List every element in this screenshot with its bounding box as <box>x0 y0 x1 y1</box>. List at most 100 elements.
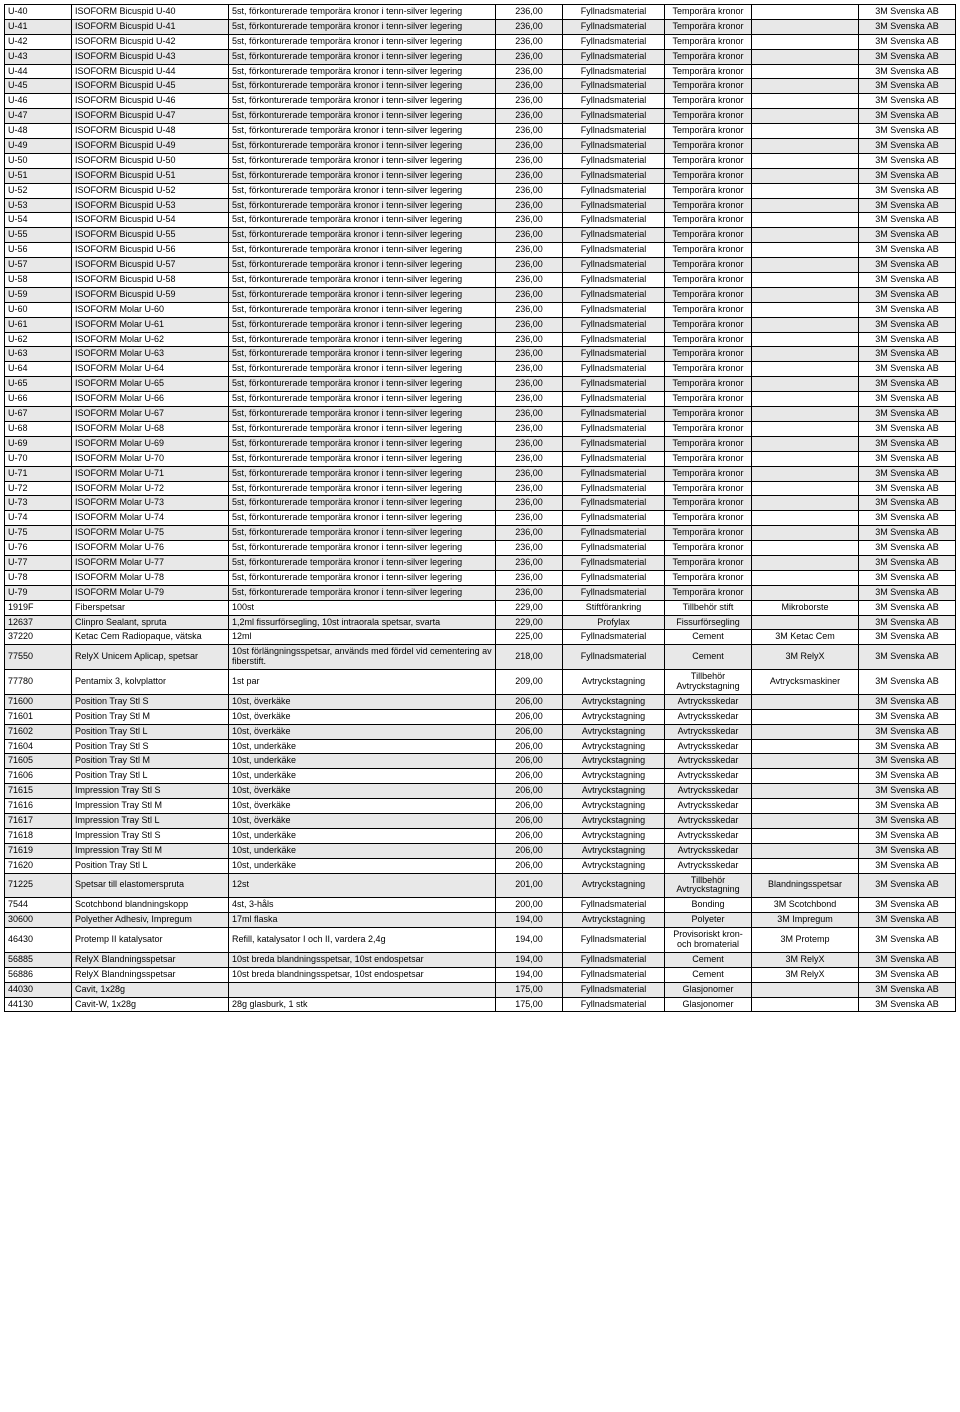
cell-4: Stiftförankring <box>563 600 665 615</box>
cell-1: ISOFORM Molar U-74 <box>72 511 229 526</box>
cell-0: 56886 <box>5 967 72 982</box>
cell-6: 3M Scotchbond <box>752 898 859 913</box>
cell-0: U-43 <box>5 49 72 64</box>
cell-3: 236,00 <box>496 436 563 451</box>
cell-5: Temporära kronor <box>665 511 752 526</box>
cell-6 <box>752 347 859 362</box>
cell-3: 206,00 <box>496 813 563 828</box>
cell-5: Temporära kronor <box>665 317 752 332</box>
cell-6 <box>752 739 859 754</box>
cell-4: Fyllnadsmaterial <box>563 79 665 94</box>
cell-4: Fyllnadsmaterial <box>563 153 665 168</box>
cell-6 <box>752 436 859 451</box>
table-row: U-78ISOFORM Molar U-785st, förkonturerad… <box>5 570 956 585</box>
cell-1: ISOFORM Bicuspid U-42 <box>72 34 229 49</box>
cell-7: 3M Svenska AB <box>859 153 956 168</box>
cell-2: 5st, förkonturerade temporära kronor i t… <box>229 198 496 213</box>
cell-3: 236,00 <box>496 570 563 585</box>
cell-2: 5st, förkonturerade temporära kronor i t… <box>229 392 496 407</box>
cell-7: 3M Svenska AB <box>859 496 956 511</box>
cell-1: RelyX Unicem Aplicap, spetsar <box>72 645 229 670</box>
cell-2: 5st, förkonturerade temporära kronor i t… <box>229 79 496 94</box>
cell-6 <box>752 724 859 739</box>
cell-7: 3M Svenska AB <box>859 813 956 828</box>
cell-6 <box>752 124 859 139</box>
cell-0: U-47 <box>5 109 72 124</box>
cell-7: 3M Svenska AB <box>859 615 956 630</box>
cell-3: 236,00 <box>496 64 563 79</box>
table-row: U-43ISOFORM Bicuspid U-435st, förkonture… <box>5 49 956 64</box>
cell-7: 3M Svenska AB <box>859 109 956 124</box>
cell-2: 5st, förkonturerade temporära kronor i t… <box>229 302 496 317</box>
cell-2: 10st, underkäke <box>229 769 496 784</box>
cell-7: 3M Svenska AB <box>859 317 956 332</box>
cell-5: Tillbehör stift <box>665 600 752 615</box>
cell-3: 236,00 <box>496 139 563 154</box>
cell-6 <box>752 555 859 570</box>
cell-2: 5st, förkonturerade temporära kronor i t… <box>229 377 496 392</box>
cell-3: 236,00 <box>496 526 563 541</box>
cell-6 <box>752 168 859 183</box>
cell-5: Temporära kronor <box>665 526 752 541</box>
cell-2: 5st, förkonturerade temporära kronor i t… <box>229 317 496 332</box>
cell-6 <box>752 407 859 422</box>
cell-3: 206,00 <box>496 724 563 739</box>
cell-0: U-66 <box>5 392 72 407</box>
table-row: 30600Polyether Adhesiv, Impregum17ml fla… <box>5 913 956 928</box>
cell-0: U-41 <box>5 19 72 34</box>
cell-1: ISOFORM Bicuspid U-51 <box>72 168 229 183</box>
cell-5: Temporära kronor <box>665 407 752 422</box>
cell-3: 206,00 <box>496 799 563 814</box>
cell-2: 5st, förkonturerade temporära kronor i t… <box>229 243 496 258</box>
cell-2: 5st, förkonturerade temporära kronor i t… <box>229 407 496 422</box>
cell-5: Temporära kronor <box>665 153 752 168</box>
cell-2: 5st, förkonturerade temporära kronor i t… <box>229 183 496 198</box>
cell-3: 236,00 <box>496 407 563 422</box>
cell-5: Temporära kronor <box>665 362 752 377</box>
cell-4: Fyllnadsmaterial <box>563 317 665 332</box>
cell-0: U-48 <box>5 124 72 139</box>
cell-5: Temporära kronor <box>665 541 752 556</box>
table-row: U-77ISOFORM Molar U-775st, förkonturerad… <box>5 555 956 570</box>
cell-5: Avtrycksskedar <box>665 709 752 724</box>
cell-0: U-46 <box>5 94 72 109</box>
table-row: 56885RelyX Blandningsspetsar10st breda b… <box>5 952 956 967</box>
cell-1: Impression Tray Stl L <box>72 813 229 828</box>
cell-1: Position Tray Stl S <box>72 739 229 754</box>
cell-1: Position Tray Stl L <box>72 769 229 784</box>
cell-7: 3M Svenska AB <box>859 858 956 873</box>
table-row: U-54ISOFORM Bicuspid U-545st, förkonture… <box>5 213 956 228</box>
cell-0: 12637 <box>5 615 72 630</box>
table-row: 71602Position Tray Stl L10st, överkäke20… <box>5 724 956 739</box>
cell-1: ISOFORM Molar U-70 <box>72 451 229 466</box>
table-row: U-75ISOFORM Molar U-755st, förkonturerad… <box>5 526 956 541</box>
cell-6 <box>752 754 859 769</box>
cell-5: Temporära kronor <box>665 302 752 317</box>
cell-6: Mikroborste <box>752 600 859 615</box>
cell-3: 236,00 <box>496 19 563 34</box>
cell-4: Avtryckstagning <box>563 784 665 799</box>
cell-2: 5st, förkonturerade temporära kronor i t… <box>229 19 496 34</box>
cell-2: 5st, förkonturerade temporära kronor i t… <box>229 526 496 541</box>
cell-1: ISOFORM Molar U-73 <box>72 496 229 511</box>
cell-4: Fyllnadsmaterial <box>563 332 665 347</box>
cell-6 <box>752 94 859 109</box>
cell-2: 10st breda blandningsspetsar, 10st endos… <box>229 967 496 982</box>
cell-5: Provisoriskt kron-och bromaterial <box>665 928 752 953</box>
cell-3: 206,00 <box>496 769 563 784</box>
cell-6 <box>752 466 859 481</box>
cell-0: U-50 <box>5 153 72 168</box>
table-row: 56886RelyX Blandningsspetsar10st breda b… <box>5 967 956 982</box>
cell-1: Pentamix 3, kolvplattor <box>72 670 229 695</box>
cell-5: Temporära kronor <box>665 496 752 511</box>
cell-4: Fyllnadsmaterial <box>563 213 665 228</box>
cell-1: ISOFORM Molar U-69 <box>72 436 229 451</box>
cell-6 <box>752 615 859 630</box>
cell-6 <box>752 19 859 34</box>
cell-0: 71604 <box>5 739 72 754</box>
cell-7: 3M Svenska AB <box>859 79 956 94</box>
cell-4: Fyllnadsmaterial <box>563 481 665 496</box>
cell-4: Avtryckstagning <box>563 754 665 769</box>
cell-3: 236,00 <box>496 451 563 466</box>
cell-0: U-64 <box>5 362 72 377</box>
